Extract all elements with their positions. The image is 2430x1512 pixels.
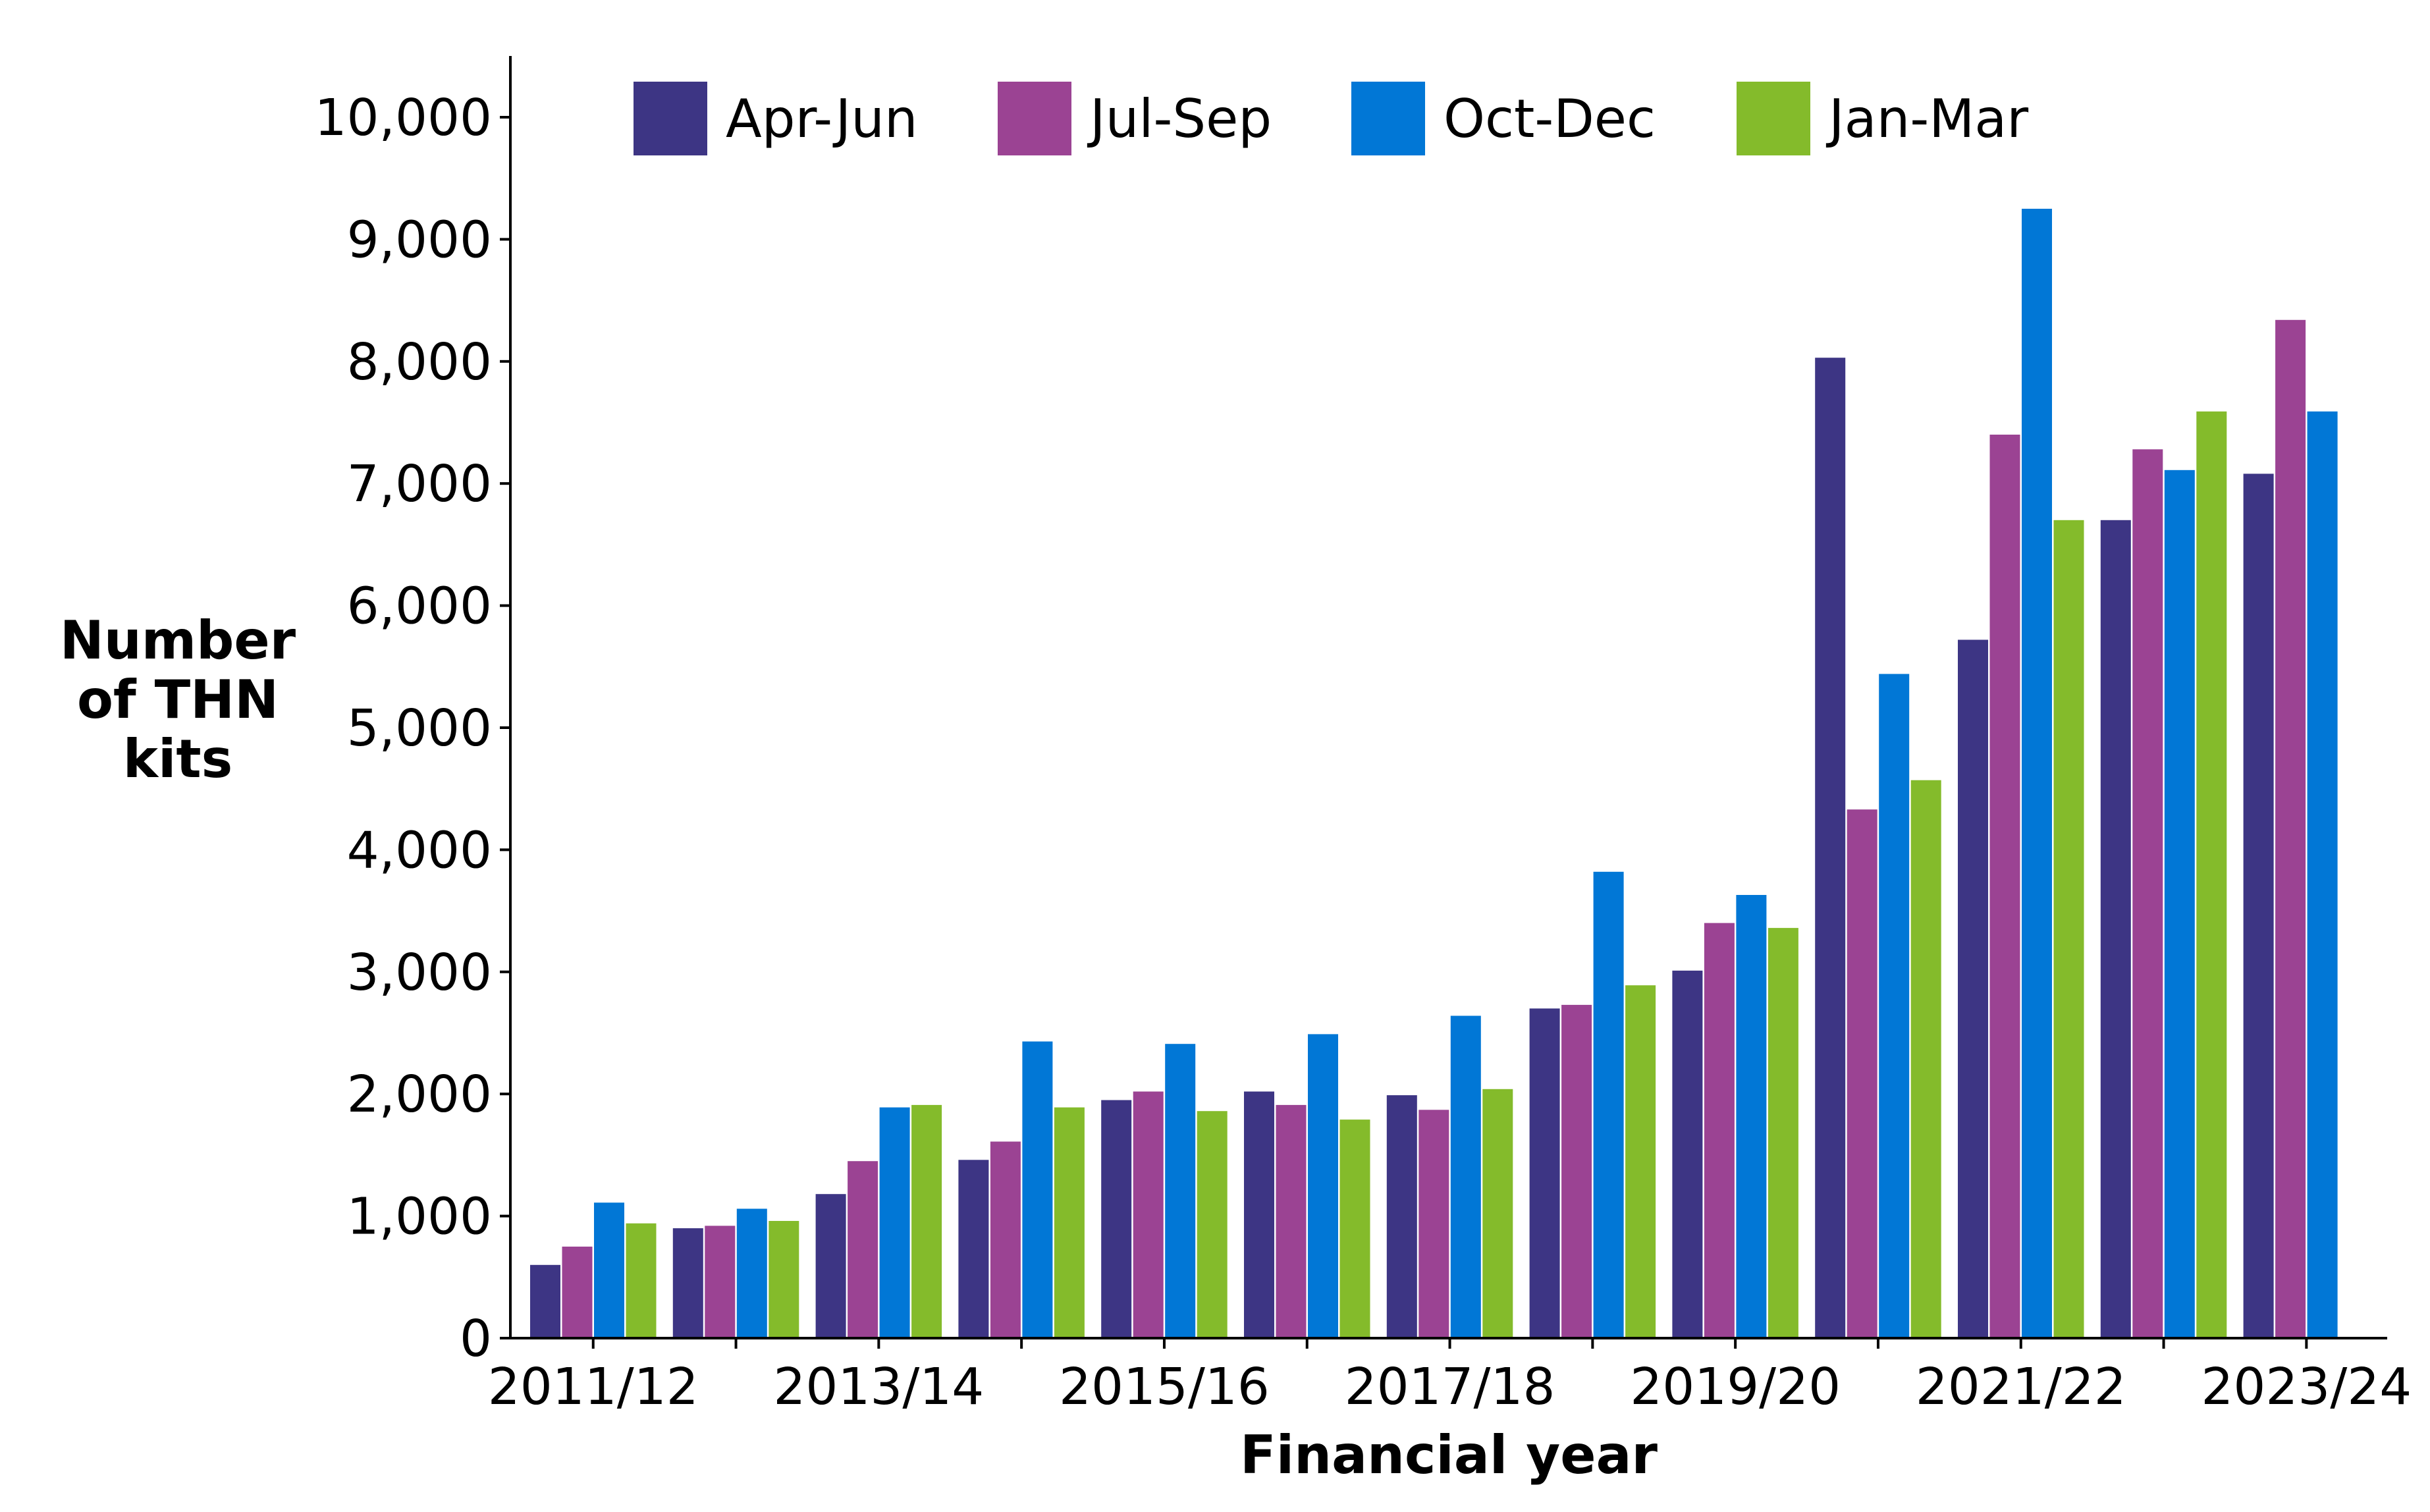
bar-jan-mar-2013-14	[911, 1104, 942, 1338]
y-tick-label: 7,000	[347, 455, 492, 514]
bar-jul-sep-2023-24	[2275, 319, 2306, 1338]
bar-jan-mar-2021-22	[2053, 520, 2084, 1338]
bar-oct-dec-2017-18	[1450, 1015, 1481, 1338]
bar-jul-sep-2017-18	[1418, 1110, 1449, 1338]
bar-jul-sep-2011-12	[562, 1247, 593, 1338]
x-tick-label: 2017/18	[1345, 1358, 1555, 1417]
y-tick-label: 3,000	[347, 944, 492, 1002]
legend-label-oct-dec: Oct-Dec	[1444, 88, 1656, 149]
y-tick-label: 6,000	[347, 578, 492, 636]
y-tick-label: 1,000	[347, 1188, 492, 1247]
y-axis-title-line: of THN	[77, 669, 279, 730]
bar-jan-mar-2017-18	[1482, 1089, 1513, 1338]
bar-apr-jun-2023-24	[2243, 473, 2274, 1338]
bar-apr-jun-2022-23	[2100, 520, 2131, 1338]
y-axis-title-line: kits	[123, 728, 232, 790]
legend-swatch-jul-sep	[998, 82, 1071, 155]
y-tick-label: 9,000	[347, 211, 492, 269]
bar-apr-jun-2013-14	[815, 1194, 846, 1338]
y-tick-label: 10,000	[315, 89, 492, 148]
bar-apr-jun-2016-17	[1244, 1091, 1274, 1338]
x-tick-label: 2023/24	[2201, 1358, 2412, 1417]
bar-jan-mar-2022-23	[2196, 411, 2227, 1338]
y-tick-label: 0	[460, 1310, 492, 1368]
bar-oct-dec-2020-21	[1879, 674, 1910, 1338]
bar-jul-sep-2018-19	[1561, 1004, 1592, 1338]
y-axis-title: Number of THN kits	[60, 610, 296, 790]
x-tick-label: 2013/14	[773, 1358, 984, 1417]
x-tick-label: 2011/12	[488, 1358, 699, 1417]
bar-jan-mar-2012-13	[769, 1221, 799, 1338]
bar-jul-sep-2012-13	[705, 1226, 736, 1338]
bar-apr-jun-2019-20	[1672, 970, 1703, 1338]
legend-label-apr-jun: Apr-Jun	[726, 88, 918, 149]
legend-label-jan-mar: Jan-Mar	[1825, 88, 2028, 149]
x-axis-ticks: 2011/12 2013/14 2015/16 2017/18 2019/20 2021/…	[488, 1338, 2412, 1417]
bar-jul-sep-2014-15	[990, 1141, 1021, 1338]
legend-swatch-apr-jun	[634, 82, 707, 155]
bar-oct-dec-2016-17	[1308, 1034, 1338, 1338]
bar-jan-mar-2020-21	[1910, 780, 1941, 1338]
bar-oct-dec-2011-12	[594, 1202, 624, 1338]
y-tick-label: 2,000	[347, 1066, 492, 1124]
bar-jul-sep-2019-20	[1704, 923, 1735, 1338]
bar-jul-sep-2013-14	[848, 1161, 878, 1338]
bar-jul-sep-2021-22	[1989, 435, 2020, 1338]
legend: Apr-Jun Jul-Sep Oct-Dec Jan-Mar	[634, 82, 2028, 155]
bar-jan-mar-2018-19	[1625, 985, 1656, 1338]
bar-jan-mar-2014-15	[1054, 1107, 1085, 1338]
bar-oct-dec-2023-24	[2307, 411, 2338, 1338]
y-tick-label: 4,000	[347, 821, 492, 880]
bar-jul-sep-2020-21	[1847, 809, 1877, 1338]
bar-jan-mar-2011-12	[626, 1223, 657, 1338]
legend-swatch-oct-dec	[1351, 82, 1425, 155]
bar-oct-dec-2014-15	[1022, 1041, 1053, 1338]
legend-swatch-jan-mar	[1737, 82, 1810, 155]
bar-jan-mar-2016-17	[1339, 1120, 1370, 1338]
bar-oct-dec-2015-16	[1165, 1044, 1196, 1338]
bar-apr-jun-2015-16	[1101, 1100, 1132, 1338]
y-axis-title-line: Number	[60, 610, 296, 671]
bar-apr-jun-2021-22	[1958, 639, 1988, 1338]
bar-jul-sep-2022-23	[2132, 449, 2163, 1338]
bar-apr-jun-2020-21	[1815, 358, 1846, 1339]
x-tick-label: 2015/16	[1059, 1358, 1270, 1417]
y-tick-label: 5,000	[347, 699, 492, 758]
bar-apr-jun-2018-19	[1529, 1008, 1560, 1338]
bar-oct-dec-2018-19	[1593, 871, 1624, 1338]
x-axis-title: Financial year	[1240, 1424, 1658, 1486]
bar-apr-jun-2011-12	[530, 1264, 560, 1338]
bar-apr-jun-2017-18	[1386, 1095, 1417, 1338]
bars-layer	[530, 209, 2338, 1339]
bar-oct-dec-2012-13	[736, 1208, 767, 1338]
bar-oct-dec-2021-22	[2022, 209, 2052, 1338]
legend-label-jul-sep: Jul-Sep	[1087, 88, 1272, 149]
y-axis-ticks: 0 1,000 2,000 3,000 4,000 5,000 6,000 7,000 8,00…	[315, 89, 510, 1368]
bar-oct-dec-2013-14	[879, 1107, 910, 1338]
x-tick-label: 2019/20	[1630, 1358, 1841, 1417]
bar-jul-sep-2016-17	[1276, 1104, 1307, 1338]
bar-apr-jun-2012-13	[672, 1228, 703, 1338]
bar-oct-dec-2022-23	[2164, 470, 2195, 1338]
bar-jan-mar-2019-20	[1768, 928, 1798, 1338]
bar-jul-sep-2015-16	[1133, 1091, 1164, 1338]
axes-layer	[509, 56, 2387, 1339]
x-tick-label: 2021/22	[1916, 1358, 2126, 1417]
bar-oct-dec-2019-20	[1736, 895, 1767, 1338]
bar-jan-mar-2015-16	[1197, 1111, 1228, 1338]
bar-apr-jun-2014-15	[958, 1160, 989, 1338]
y-tick-label: 8,000	[347, 333, 492, 392]
